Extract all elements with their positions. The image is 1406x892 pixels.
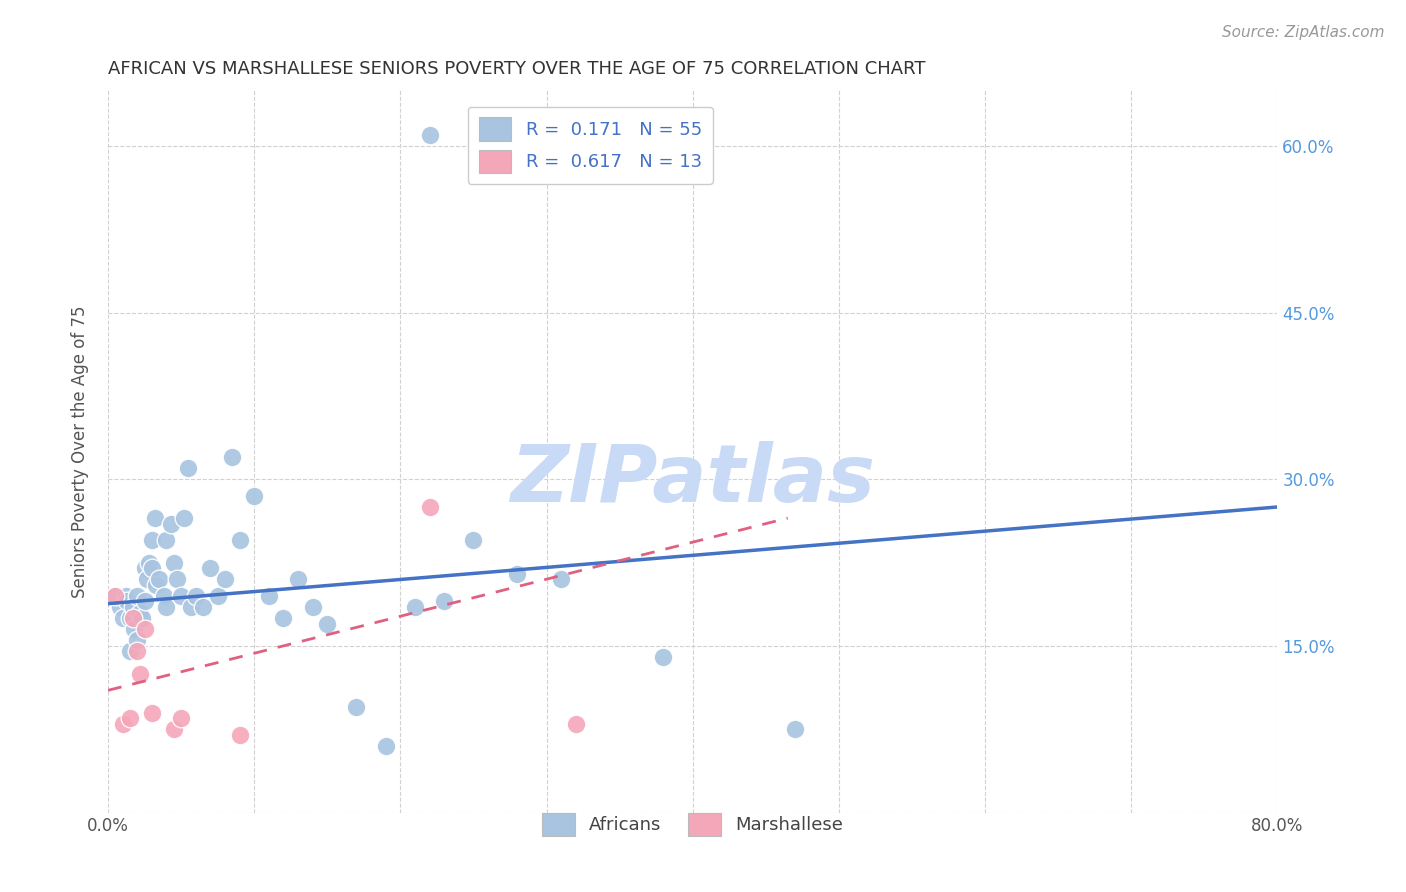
Point [141,561,163,575]
Point [228,728,250,742]
Point [129,666,152,681]
Point [506,566,529,581]
Point [134,594,156,608]
Y-axis label: Seniors Poverty Over the Age of 75: Seniors Poverty Over the Age of 75 [72,305,89,598]
Point [346,700,368,714]
Point [129,606,152,620]
Point [419,128,441,142]
Text: AFRICAN VS MARSHALLESE SENIORS POVERTY OVER THE AGE OF 75 CORRELATION CHART: AFRICAN VS MARSHALLESE SENIORS POVERTY O… [108,60,925,78]
Point [148,572,170,586]
Point [652,650,675,665]
Point [127,644,149,658]
Point [404,599,426,614]
Point [200,561,222,575]
Point [783,723,806,737]
Point [287,572,309,586]
Point [170,589,193,603]
Point [177,461,200,475]
Point [564,716,586,731]
Point [316,616,339,631]
Point [138,556,160,570]
Point [433,594,456,608]
Point [191,599,214,614]
Point [143,511,166,525]
Point [273,611,295,625]
Point [166,572,188,586]
Point [134,561,156,575]
Point [257,589,280,603]
Point [118,644,141,658]
Point [111,716,134,731]
Point [141,706,163,720]
Point [121,599,143,614]
Point [131,611,153,625]
Point [118,711,141,725]
Point [374,739,396,753]
Point [104,589,127,603]
Point [160,516,183,531]
Point [104,589,127,603]
Point [550,572,572,586]
Text: Source: ZipAtlas.com: Source: ZipAtlas.com [1222,25,1385,40]
Legend: Africans, Marshallese: Africans, Marshallese [534,805,851,843]
Point [228,533,250,548]
Point [145,578,167,592]
Point [134,622,156,636]
Point [111,611,134,625]
Point [214,572,236,586]
Point [419,500,441,514]
Point [184,589,207,603]
Point [127,633,149,648]
Point [152,589,174,603]
Point [243,489,266,503]
Point [141,533,163,548]
Point [301,599,323,614]
Point [173,511,195,525]
Point [127,589,149,603]
Point [118,611,141,625]
Point [114,589,136,603]
Point [115,594,138,608]
Point [155,533,177,548]
Point [170,711,193,725]
Point [163,723,186,737]
Point [163,556,186,570]
Point [124,622,146,636]
Point [463,533,485,548]
Text: ZIPatlas: ZIPatlas [510,442,875,519]
Point [121,611,143,625]
Point [136,572,159,586]
Point [108,599,131,614]
Point [221,450,243,464]
Point [155,599,177,614]
Point [207,589,229,603]
Point [180,599,202,614]
